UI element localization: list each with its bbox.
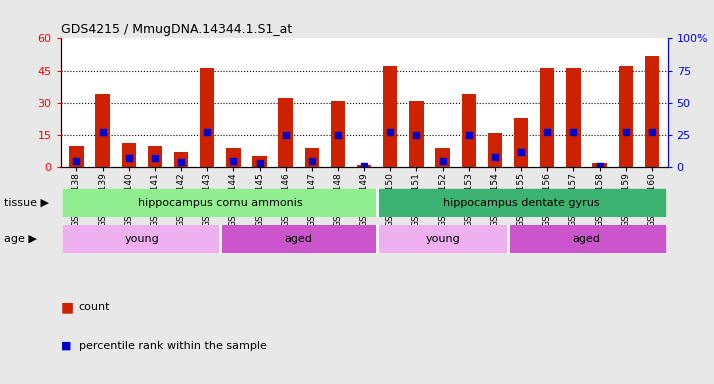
Bar: [200, 68, 214, 167]
Text: hippocampus dentate gyrus: hippocampus dentate gyrus: [443, 197, 600, 208]
Point: [71, 157, 82, 164]
Point: [201, 129, 213, 136]
Point: [228, 157, 239, 164]
Text: aged: aged: [285, 234, 313, 244]
Text: tissue ▶: tissue ▶: [4, 197, 49, 208]
Bar: [461, 94, 476, 167]
Bar: [278, 98, 293, 167]
Bar: [618, 66, 633, 167]
Point: [594, 163, 605, 169]
Point: [176, 159, 187, 165]
Text: young: young: [124, 234, 159, 244]
Bar: [593, 163, 607, 167]
Point: [437, 157, 448, 164]
Point: [463, 132, 475, 138]
Point: [149, 155, 161, 161]
Bar: [383, 66, 398, 167]
Bar: [566, 68, 580, 167]
Text: young: young: [426, 234, 460, 244]
Text: count: count: [79, 302, 110, 312]
Bar: [357, 165, 371, 167]
Text: ■: ■: [61, 341, 71, 351]
Text: ■: ■: [61, 300, 74, 314]
Point: [489, 154, 501, 160]
Bar: [174, 152, 188, 167]
Bar: [436, 148, 450, 167]
Bar: [96, 94, 110, 167]
Bar: [64, 189, 377, 217]
Point: [306, 157, 318, 164]
Point: [620, 129, 631, 136]
Bar: [331, 101, 345, 167]
Point: [385, 129, 396, 136]
Bar: [69, 146, 84, 167]
Bar: [64, 225, 220, 253]
Bar: [226, 148, 241, 167]
Point: [568, 129, 579, 136]
Bar: [252, 156, 267, 167]
Bar: [645, 56, 659, 167]
Point: [516, 149, 527, 155]
Text: hippocampus cornu ammonis: hippocampus cornu ammonis: [138, 197, 303, 208]
Bar: [220, 225, 377, 253]
Point: [646, 129, 658, 136]
Point: [411, 132, 422, 138]
Bar: [409, 101, 423, 167]
Bar: [508, 225, 665, 253]
Point: [253, 160, 265, 166]
Bar: [377, 225, 508, 253]
Bar: [148, 146, 162, 167]
Bar: [377, 189, 665, 217]
Point: [97, 129, 109, 136]
Point: [123, 155, 134, 161]
Point: [332, 132, 343, 138]
Point: [280, 132, 291, 138]
Text: aged: aged: [573, 234, 600, 244]
Text: age ▶: age ▶: [4, 234, 36, 244]
Bar: [540, 68, 555, 167]
Point: [541, 129, 553, 136]
Text: GDS4215 / MmugDNA.14344.1.S1_at: GDS4215 / MmugDNA.14344.1.S1_at: [61, 23, 292, 36]
Bar: [305, 148, 319, 167]
Bar: [488, 133, 502, 167]
Text: percentile rank within the sample: percentile rank within the sample: [79, 341, 266, 351]
Point: [358, 163, 370, 169]
Bar: [514, 118, 528, 167]
Bar: [121, 144, 136, 167]
